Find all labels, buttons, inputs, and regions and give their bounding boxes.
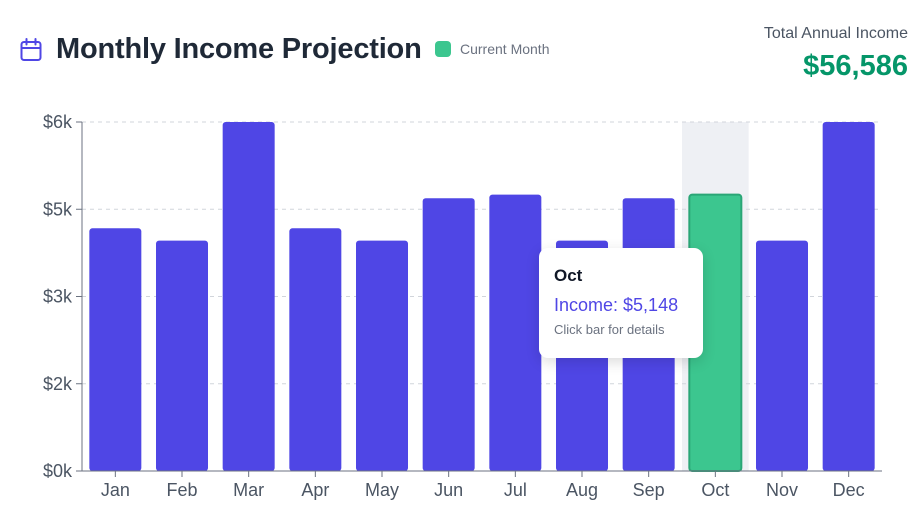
x-tick-label: Jul: [504, 480, 527, 500]
x-tick-label: May: [365, 480, 399, 500]
y-tick-label: $0k: [43, 461, 73, 481]
tooltip-income: Income: $5,148: [554, 295, 679, 315]
y-tick-label: $3k: [43, 287, 73, 307]
x-tick-label: Mar: [233, 480, 264, 500]
chart-header: Monthly Income Projection Current Month …: [0, 0, 920, 100]
bar: [89, 228, 142, 471]
bar: [822, 122, 875, 471]
bar: [289, 228, 342, 471]
x-tick-label: Aug: [566, 480, 598, 500]
x-tick-label: Jan: [101, 480, 130, 500]
bar: [222, 122, 275, 471]
x-tick-label: Nov: [766, 480, 798, 500]
tooltip-hint: Click bar for details: [554, 322, 665, 337]
tooltip-month: Oct: [554, 266, 583, 285]
x-tick-label: Feb: [166, 480, 197, 500]
legend-label: Current Month: [460, 41, 550, 57]
y-tick-label: $2k: [43, 374, 73, 394]
bar: [756, 240, 808, 471]
y-tick-label: $6k: [43, 112, 73, 132]
bar: [489, 194, 542, 472]
total-income-label: Total Annual Income: [763, 25, 908, 42]
x-tick-label: Dec: [833, 480, 865, 500]
x-tick-label: Oct: [701, 480, 729, 500]
x-tick-label: Apr: [301, 480, 329, 500]
legend-swatch-current-month: [435, 41, 451, 57]
page-title: Monthly Income Projection: [56, 33, 422, 65]
calendar-icon: [20, 38, 42, 61]
bar-tooltip: Oct Income: $5,148 Click bar for details: [539, 248, 703, 358]
y-tick-label: $5k: [43, 199, 73, 219]
bar: [356, 240, 408, 471]
bar: [422, 198, 475, 471]
total-income-value: $56,586: [803, 50, 908, 82]
bar: [156, 240, 208, 471]
x-tick-label: Sep: [633, 480, 665, 500]
x-tick-label: Jun: [434, 480, 463, 500]
legend: Current Month: [435, 41, 549, 57]
